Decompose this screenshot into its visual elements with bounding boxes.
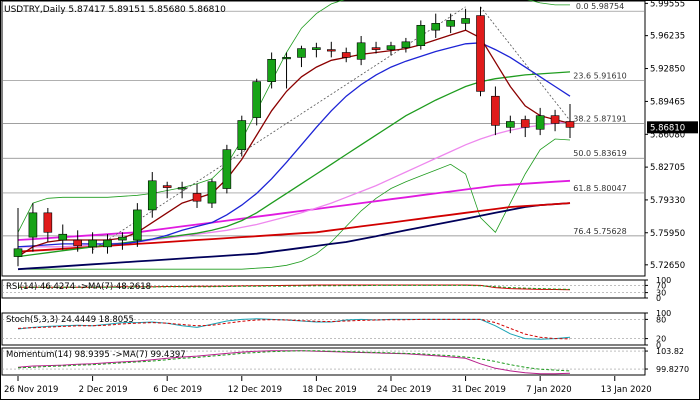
bullish-candle [28, 212, 38, 238]
date-tick-label: 2 Dec 2019 [79, 385, 128, 395]
price-tick-label: 5.89465 [650, 97, 685, 107]
indicator-tick-label: 80 [656, 315, 666, 324]
bullish-candle [312, 47, 321, 50]
last-price-marker [647, 121, 698, 134]
price-tick-label: 5.72650 [650, 261, 685, 271]
date-tick-label: 6 Dec 2019 [153, 385, 202, 395]
chart-header: USDTRY,Daily 5.87417 5.89151 5.85680 5.8… [4, 5, 226, 15]
bullish-candle [431, 23, 441, 31]
bearish-candle [491, 95, 500, 126]
bearish-candle [43, 212, 53, 233]
price-tick-label: 5.86080 [650, 130, 685, 140]
bullish-candle [386, 45, 396, 50]
fib-level-label: 23.6 5.91610 [573, 72, 626, 81]
indicator-tick-label: 0 [656, 294, 661, 303]
indicator-tick-label: 20 [656, 335, 666, 344]
bearish-candle [550, 115, 560, 124]
bullish-candle [133, 209, 142, 241]
fib-level-label: 50.0 5.83619 [573, 149, 626, 158]
indicator-tick-label: 103.82 [656, 347, 684, 356]
date-tick-label: 13 Jan 2020 [601, 385, 652, 395]
date-tick-label: 18 Dec 2019 [302, 385, 356, 395]
moving-average-line [17, 179, 571, 241]
bullish-candle [252, 81, 262, 118]
indicator-title: Stoch(5,3,3) 24.4449 18.8055 [6, 315, 134, 325]
fib-level-label: 61.8 5.80047 [573, 184, 626, 193]
indicator-series-line [18, 284, 571, 290]
bullish-candle [88, 239, 97, 248]
price-tick-label: 5.79330 [650, 196, 685, 206]
price-panel: 0.0 5.98754 23.6 5.91610 38.2 5.87191 50.0 … [1, 0, 698, 277]
date-tick-label: 26 Nov 2019 [4, 385, 58, 395]
price-tick-label: 5.96235 [650, 32, 685, 42]
bearish-candle [565, 121, 575, 128]
indicator-tick-label: 100 [656, 309, 671, 318]
bearish-candle [371, 47, 381, 50]
bullish-candle [13, 248, 23, 257]
bearish-candle [341, 52, 351, 58]
bullish-candle [401, 41, 411, 48]
bullish-candle [446, 20, 455, 27]
date-tick-label: 31 Dec 2019 [452, 385, 506, 395]
date-tick-label: 24 Dec 2019 [377, 385, 431, 395]
bearish-candle [73, 239, 82, 247]
indicator-tick-label: 70 [656, 281, 666, 290]
indicator-tick-label: 99.8270 [656, 365, 689, 374]
bearish-candle [192, 193, 202, 202]
bearish-candle [476, 15, 485, 92]
price-panel-frame [1, 0, 646, 277]
bullish-candle [58, 233, 68, 241]
bullish-candle [282, 57, 291, 60]
x-axis: 26 Nov 2019 2 Dec 2019 6 Dec 2019 12 Dec 20… [4, 376, 652, 395]
indicator-tick-label: 30 [656, 289, 666, 298]
bullish-candle [267, 59, 276, 82]
bullish-candle [207, 181, 217, 204]
indicator-frame [1, 312, 646, 346]
bullish-candle [177, 187, 187, 190]
bullish-candle [297, 48, 306, 58]
bullish-candle [237, 120, 247, 150]
bollinger-upper-line [17, 0, 570, 233]
indicator-frame [1, 347, 646, 376]
indicator-series-line [17, 318, 571, 340]
bearish-candle [326, 49, 336, 52]
bearish-candle [162, 185, 172, 188]
price-tick-label: 5.92850 [650, 65, 685, 75]
bullish-candle [356, 42, 366, 60]
fib-level-label: 38.2 5.87191 [573, 115, 626, 124]
bearish-candle [520, 119, 530, 128]
bullish-candle [461, 18, 470, 24]
date-tick-label: 7 Jan 2020 [526, 385, 572, 395]
bullish-candle [535, 115, 545, 130]
bullish-candle [103, 239, 112, 248]
bullish-candle [147, 180, 157, 211]
bullish-candle [118, 236, 127, 241]
fib-level-label: 0.0 5.98754 [576, 2, 624, 11]
trendline [480, 6, 571, 121]
indicator-tick-label: 0 [656, 341, 661, 350]
indicator-title: RSI(14) 46.4274 ->MA(7) 48.2618 [6, 282, 151, 292]
moving-average-line [17, 202, 571, 271]
bullish-candle [416, 24, 426, 46]
price-tick-label: 5.82705 [650, 163, 685, 173]
indicator-frame [1, 279, 646, 299]
date-tick-label: 12 Dec 2019 [228, 385, 282, 395]
indicator-title: Momentum(14) 98.9395 ->MA(7) 99.4397 [6, 350, 186, 360]
momentum-panel: 103.82 99.8270 Momentum(14) 98.9395 ->MA(7… [1, 347, 689, 376]
indicator-series-line [17, 350, 571, 372]
bullish-candle [222, 149, 232, 189]
bullish-candle [506, 121, 515, 128]
last-price-label: 5.86810 [650, 123, 685, 133]
fib-level-label: 76.4 5.75628 [573, 227, 626, 236]
price-tick-label: 5.75950 [650, 229, 685, 239]
price-tick-label: 5.99555 [650, 0, 685, 9]
indicator-tick-label: 100 [656, 276, 671, 285]
